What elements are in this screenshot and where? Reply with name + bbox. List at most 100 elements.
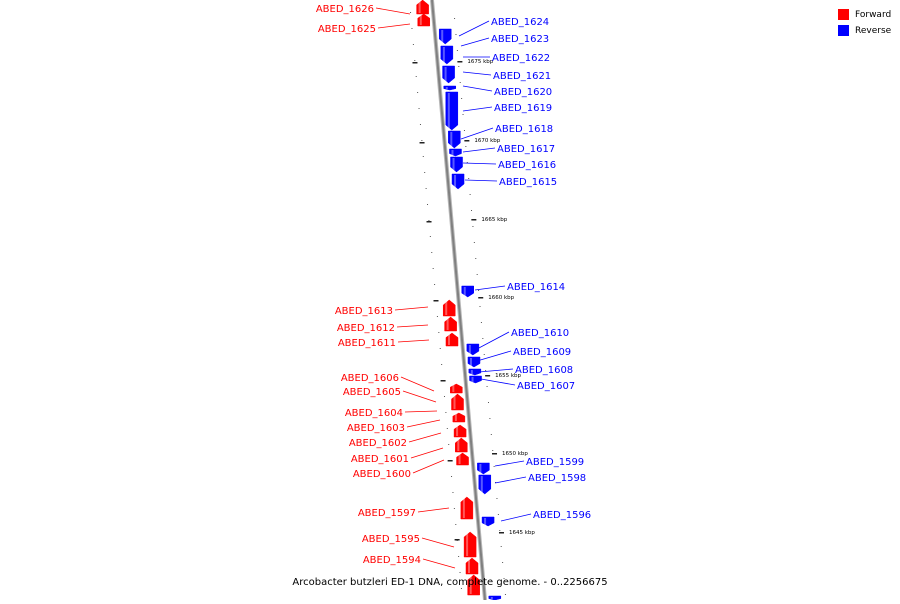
forward-swatch xyxy=(838,9,849,20)
reverse-gene xyxy=(438,28,452,45)
minor-tick xyxy=(472,226,474,227)
major-tick xyxy=(464,140,470,142)
reverse-swatch xyxy=(838,25,849,36)
gene-label: ABED_1604 xyxy=(345,408,403,419)
major-tick xyxy=(426,221,432,223)
scale-label: 1670 kbp xyxy=(474,138,500,144)
major-tick xyxy=(419,142,425,144)
gene-highlight xyxy=(469,358,472,366)
leader-line xyxy=(494,476,527,484)
reverse-gene xyxy=(468,368,482,376)
minor-tick xyxy=(479,306,481,307)
leader-line xyxy=(474,285,506,291)
gene-highlight xyxy=(453,395,456,409)
minor-tick xyxy=(425,188,427,189)
minor-tick xyxy=(452,492,454,493)
minor-tick xyxy=(471,210,473,211)
minor-tick xyxy=(469,194,471,195)
leader-line xyxy=(480,378,516,386)
reverse-gene xyxy=(488,595,502,601)
gene-highlight xyxy=(479,464,482,473)
gene-label: ABED_1602 xyxy=(349,438,407,449)
reverse-gene xyxy=(445,91,459,131)
minor-tick xyxy=(454,18,456,19)
reverse-gene xyxy=(449,148,462,157)
minor-tick xyxy=(445,412,447,413)
leader-line xyxy=(476,331,510,350)
gene-highlight xyxy=(444,67,447,82)
minor-tick xyxy=(418,108,420,109)
major-tick xyxy=(412,62,418,64)
minor-tick xyxy=(478,290,480,291)
leader-line xyxy=(460,37,490,47)
minor-tick xyxy=(443,396,445,397)
gene-highlight xyxy=(466,533,469,556)
leader-line xyxy=(458,20,490,37)
gene-highlight xyxy=(456,426,459,436)
gene-highlight xyxy=(454,175,457,188)
gene-highlight xyxy=(458,454,461,464)
gene-highlight xyxy=(447,334,450,345)
gene-label: ABED_1624 xyxy=(491,17,549,28)
minor-tick xyxy=(410,12,412,13)
leader-line xyxy=(412,459,445,474)
minor-tick xyxy=(459,82,461,83)
gene-highlight xyxy=(468,345,471,354)
minor-tick xyxy=(465,146,467,147)
gene-label: ABED_1603 xyxy=(347,423,405,434)
gene-label: ABED_1612 xyxy=(337,323,395,334)
gene-highlight xyxy=(484,518,487,525)
major-tick xyxy=(471,219,477,221)
gene-highlight xyxy=(471,377,474,382)
gene-highlight xyxy=(469,576,472,594)
gene-label: ABED_1617 xyxy=(497,144,555,155)
minor-tick xyxy=(459,572,461,573)
reverse-gene xyxy=(481,516,495,527)
minor-tick xyxy=(441,364,443,365)
genome-title: Arcobacter butzleri ED-1 DNA, complete g… xyxy=(292,577,608,588)
gene-label: ABED_1607 xyxy=(517,381,575,392)
leader-line xyxy=(462,147,496,153)
minor-tick xyxy=(456,50,458,51)
gene-highlight xyxy=(454,414,457,421)
reverse-gene xyxy=(443,85,457,91)
forward-gene xyxy=(452,412,466,423)
major-tick xyxy=(433,300,439,302)
gene-label: ABED_1606 xyxy=(341,373,399,384)
legend-reverse: Reverse xyxy=(838,25,891,36)
minor-tick xyxy=(476,274,478,275)
gene-highlight xyxy=(480,476,483,493)
gene-label: ABED_1609 xyxy=(513,347,571,358)
gene-label: ABED_1597 xyxy=(358,508,416,519)
major-tick xyxy=(447,460,453,462)
minor-tick xyxy=(432,268,434,269)
minor-tick xyxy=(458,66,460,67)
leader-line xyxy=(460,127,494,140)
scale-label: 1660 kbp xyxy=(488,295,514,301)
leader-line xyxy=(394,306,429,311)
minor-tick xyxy=(429,236,431,237)
reverse-gene xyxy=(469,375,482,384)
minor-tick xyxy=(451,476,453,477)
leader-line xyxy=(377,23,411,29)
forward-gene xyxy=(450,383,463,394)
minor-tick xyxy=(493,466,495,467)
leader-line xyxy=(464,179,498,182)
minor-tick xyxy=(473,242,475,243)
reverse-gene xyxy=(450,156,463,173)
gene-highlight xyxy=(446,318,449,330)
scale-label: 1675 kbp xyxy=(467,59,493,65)
minor-tick xyxy=(499,530,501,531)
leader-line xyxy=(397,339,430,343)
genome-backbone xyxy=(431,0,486,601)
scale-label: 1650 kbp xyxy=(502,451,528,457)
gene-label: ABED_1610 xyxy=(511,328,569,339)
gene-highlight xyxy=(447,93,450,129)
forward-gene xyxy=(445,332,459,347)
minor-tick xyxy=(421,140,423,141)
leader-line xyxy=(494,460,525,467)
forward-gene xyxy=(453,424,467,438)
scale-label: 1655 kbp xyxy=(495,373,521,379)
scale-label: 1645 kbp xyxy=(509,530,535,536)
